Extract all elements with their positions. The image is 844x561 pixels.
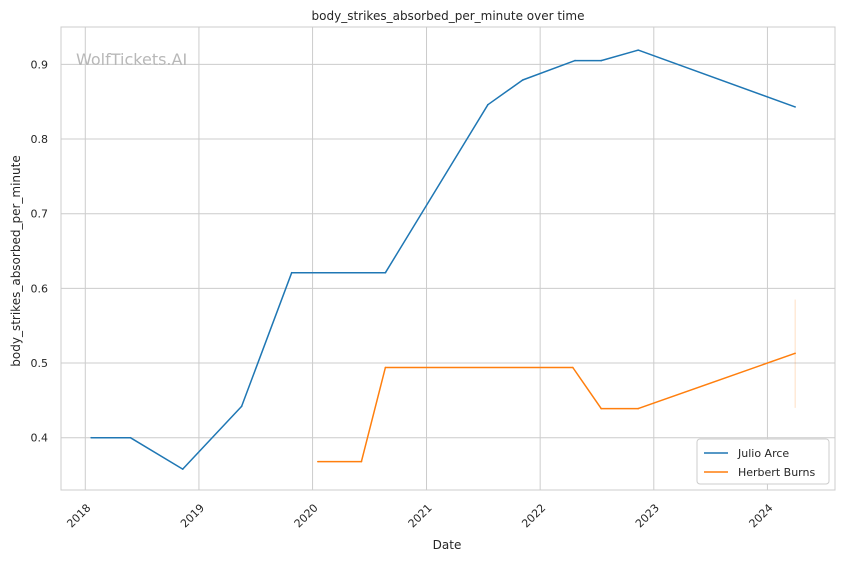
y-tick-label: 0.5 [31, 357, 49, 370]
data-point [181, 468, 184, 470]
y-axis-label: body_strikes_absorbed_per_minute [9, 155, 23, 366]
data-point [90, 436, 93, 439]
data-point [600, 59, 602, 62]
y-tick-label: 0.4 [31, 432, 49, 445]
data-point [574, 59, 576, 62]
legend-box [696, 438, 830, 485]
data-point [637, 407, 640, 410]
y-tick-label: 0.7 [31, 208, 49, 221]
data-point [317, 460, 319, 463]
x-tick-label: 2021 [406, 501, 435, 530]
legend-label: Julio Arce [737, 447, 789, 460]
x-tick-label: 2018 [64, 501, 93, 530]
y-tick-label: 0.9 [31, 58, 49, 71]
data-point [572, 366, 574, 369]
x-tick-labels: 2018 2019 2020 2021 2022 2023 2024 [64, 501, 775, 530]
y-tick-label: 0.8 [31, 133, 49, 146]
x-axis-label: Date [433, 538, 462, 552]
chart-title: body_strikes_absorbed_per_minute over ti… [312, 9, 585, 23]
data-point [521, 79, 524, 81]
y-tick-labels: 0.4 0.5 0.6 0.7 0.8 0.9 [31, 58, 49, 444]
data-point [600, 407, 602, 410]
x-tick-label: 2023 [633, 501, 662, 530]
data-point [794, 352, 796, 355]
data-point [487, 103, 489, 106]
data-point [384, 271, 387, 274]
series-lines [90, 49, 796, 470]
legend: Julio Arce Herbert Burns [696, 438, 830, 485]
watermark: WolfTickets.AI [76, 50, 187, 69]
data-point [637, 49, 640, 51]
data-point [290, 271, 293, 274]
x-tick-label: 2024 [747, 501, 776, 530]
legend-label: Herbert Burns [738, 466, 815, 479]
plot-frame [60, 26, 836, 491]
y-tick-label: 0.6 [31, 282, 49, 295]
data-point [794, 106, 796, 108]
x-tick-label: 2020 [292, 501, 321, 530]
data-point [384, 366, 387, 369]
series-line-0 [91, 49, 796, 470]
x-tick-label: 2019 [178, 501, 207, 530]
data-point [129, 436, 132, 439]
grid-lines [61, 27, 835, 490]
x-tick-label: 2022 [519, 501, 548, 530]
data-point [360, 460, 363, 463]
data-point [240, 405, 243, 408]
